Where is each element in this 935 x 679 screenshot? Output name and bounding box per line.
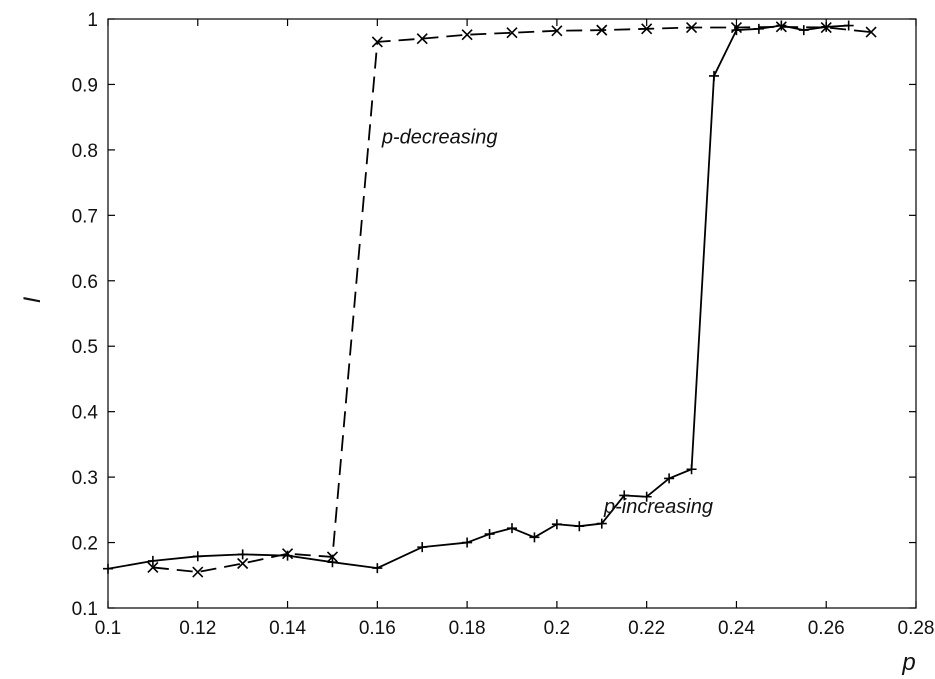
- y-axis-ticks: 0.1 0.2 0.3 0.4 0.5 0.6 0.7 0.8 0.9 1: [72, 10, 916, 620]
- series-2: [147, 21, 877, 578]
- data-point: [596, 518, 607, 529]
- data-point: [462, 537, 473, 548]
- x-tick-label: 0.22: [628, 618, 665, 639]
- y-tick-label: 0.3: [72, 468, 98, 489]
- data-point: [596, 24, 608, 36]
- y-tick-label: 1: [87, 10, 98, 31]
- x-tick-label: 0.2: [544, 618, 570, 639]
- x-tick-label: 0.16: [359, 618, 396, 639]
- y-tick-label: 0.7: [72, 206, 98, 227]
- data-point: [709, 70, 719, 81]
- series-line: [152, 25, 872, 573]
- x-tick-label: 0.28: [898, 618, 935, 639]
- data-point: [417, 542, 428, 553]
- data-point: [506, 27, 518, 39]
- data-point: [371, 36, 383, 48]
- data-point: [865, 26, 877, 38]
- data-point: [776, 20, 787, 31]
- plot-frame: [107, 18, 917, 609]
- data-point: [753, 23, 764, 34]
- data-point: [820, 21, 832, 34]
- data-point: [551, 25, 563, 37]
- data-point: [103, 563, 113, 574]
- data-point: [281, 548, 294, 560]
- data-point: [551, 519, 562, 530]
- data-point: [798, 25, 809, 36]
- series-line: [107, 24, 849, 570]
- data-point: [327, 557, 338, 568]
- data-point: [192, 566, 204, 578]
- series-1: [103, 20, 854, 574]
- data-point: [372, 563, 383, 574]
- data-point: [685, 21, 698, 34]
- data-point: [237, 549, 248, 560]
- data-point: [461, 29, 473, 41]
- data-point: [619, 490, 630, 501]
- data-point: [147, 555, 158, 566]
- data-point: [192, 551, 203, 562]
- x-axis-title: p: [901, 649, 915, 676]
- annotation-label: p-increasing: [603, 496, 713, 518]
- x-tick-label: 0.12: [179, 618, 216, 639]
- y-tick-label: 0.8: [72, 141, 98, 162]
- data-point: [775, 21, 787, 33]
- y-tick-label: 0.1: [72, 599, 98, 620]
- data-point: [282, 550, 293, 561]
- data-point: [843, 20, 854, 31]
- annotation-layer: p-decreasing p-increasing: [381, 126, 713, 518]
- y-axis-title: I: [19, 296, 46, 303]
- y-tick-label: 0.2: [72, 534, 98, 555]
- y-tick-label: 0.5: [72, 337, 98, 358]
- data-point: [730, 21, 743, 34]
- x-tick-label: 0.18: [449, 618, 486, 639]
- y-tick-label: 0.6: [72, 272, 98, 293]
- x-axis-ticks: 0.1 0.12 0.14 0.16 0.18 0.2 0.22 0.24 0.26 0.28: [95, 19, 935, 639]
- data-point: [664, 473, 675, 484]
- data-point: [484, 529, 495, 540]
- series-layer: [103, 20, 877, 578]
- data-point: [574, 521, 585, 532]
- y-tick-label: 0.9: [72, 75, 98, 96]
- y-tick-label: 0.4: [72, 403, 99, 424]
- x-tick-label: 0.24: [718, 618, 755, 639]
- data-point: [686, 464, 697, 475]
- data-point: [641, 491, 652, 502]
- annotation-label: p-decreasing: [381, 126, 498, 148]
- data-point: [507, 523, 517, 534]
- data-point: [641, 23, 653, 35]
- x-tick-label: 0.1: [95, 618, 121, 639]
- data-point: [237, 557, 249, 570]
- data-point: [529, 532, 540, 543]
- data-point: [147, 561, 159, 573]
- data-point: [416, 33, 428, 45]
- data-point: [326, 551, 339, 563]
- x-tick-label: 0.14: [269, 618, 306, 639]
- x-tick-label: 0.26: [808, 618, 845, 639]
